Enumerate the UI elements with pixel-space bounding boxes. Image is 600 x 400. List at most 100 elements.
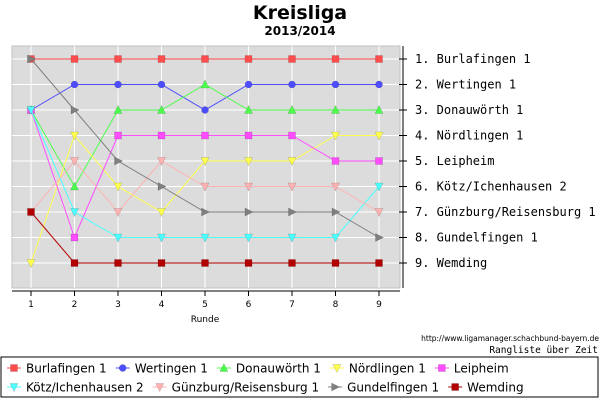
footer-url: http://www.ligamanager.schachbund-bayern… bbox=[421, 334, 599, 343]
series-wemding bbox=[27, 208, 383, 267]
legend-marker bbox=[451, 383, 459, 391]
data-point bbox=[27, 54, 37, 64]
rank-label: 7. Günzburg/Reisensburg 1 bbox=[415, 205, 596, 219]
data-point bbox=[288, 55, 296, 63]
data-point bbox=[157, 208, 166, 218]
x-tick-label: 8 bbox=[333, 300, 339, 310]
legend-label: Donauwörth 1 bbox=[236, 362, 321, 376]
data-point bbox=[201, 106, 209, 114]
data-point bbox=[331, 233, 340, 243]
data-point bbox=[331, 131, 340, 141]
series-n-rdlingen-1 bbox=[26, 131, 384, 269]
data-point bbox=[244, 80, 253, 89]
rank-label: 2. Wertingen 1 bbox=[415, 78, 516, 92]
legend-item: Donauwörth 1 bbox=[216, 362, 321, 376]
legend-marker bbox=[118, 364, 127, 372]
legend-label: Günzburg/Reisensburg 1 bbox=[172, 381, 319, 395]
rank-label: 4. Nördlingen 1 bbox=[415, 129, 523, 143]
data-point bbox=[244, 233, 253, 243]
x-tick-label: 2 bbox=[72, 300, 78, 310]
legend-marker bbox=[10, 364, 18, 372]
legend-item: Günzburg/Reisensburg 1 bbox=[152, 381, 319, 395]
data-point bbox=[287, 104, 297, 114]
data-point bbox=[157, 104, 166, 114]
data-point bbox=[244, 104, 253, 114]
rank-label: 9. Wemding bbox=[415, 256, 487, 270]
legend-label: Wemding bbox=[467, 381, 523, 395]
data-point bbox=[374, 208, 384, 218]
series-k-tz-ichenhausen-2 bbox=[26, 106, 384, 243]
data-point bbox=[113, 182, 123, 192]
data-point bbox=[157, 182, 167, 191]
footer-note: Rangliste über Zeit bbox=[489, 345, 598, 356]
data-point bbox=[114, 55, 122, 63]
data-point bbox=[287, 157, 297, 167]
data-point bbox=[288, 259, 296, 267]
x-tick-label: 4 bbox=[159, 300, 165, 310]
data-point bbox=[244, 207, 254, 217]
x-tick-label: 5 bbox=[202, 300, 208, 310]
x-axis-label: Runde bbox=[191, 315, 220, 325]
data-point bbox=[27, 208, 35, 216]
data-point bbox=[201, 207, 211, 217]
x-tick-label: 3 bbox=[115, 300, 121, 310]
data-point bbox=[375, 157, 383, 165]
x-ticks: 1 2 3 4 5 6 7 8 9 bbox=[28, 291, 382, 310]
chart-subtitle: 2013/2014 bbox=[264, 24, 335, 38]
legend-item: Wemding bbox=[448, 381, 524, 395]
data-point bbox=[70, 259, 79, 267]
data-point bbox=[113, 208, 123, 218]
legend-item: Kötz/Ichenhausen 2 bbox=[7, 381, 144, 395]
legend-label: Leipheim bbox=[454, 362, 509, 376]
data-point bbox=[200, 157, 210, 167]
rank-label: 6. Kötz/Ichenhausen 2 bbox=[415, 180, 567, 194]
data-point bbox=[114, 259, 122, 267]
data-point bbox=[374, 104, 384, 114]
data-point bbox=[201, 259, 209, 267]
data-point bbox=[331, 207, 341, 217]
legend-label: Nördlingen 1 bbox=[349, 362, 426, 376]
legend-item: Gundelfingen 1 bbox=[328, 381, 439, 395]
legend-item: Leipheim bbox=[434, 362, 509, 376]
data-point bbox=[200, 79, 210, 89]
data-point bbox=[288, 80, 296, 89]
rank-labels: 1. Burlafingen 1 2. Wertingen 1 3. Donauwö… bbox=[399, 52, 596, 270]
chart-title: Kreisliga bbox=[253, 2, 347, 24]
data-point bbox=[157, 259, 166, 267]
data-point bbox=[288, 207, 298, 217]
legend-marker bbox=[9, 383, 19, 393]
x-tick-label: 1 bbox=[28, 300, 34, 310]
data-point bbox=[113, 233, 123, 243]
series-group bbox=[26, 54, 385, 269]
data-point bbox=[70, 80, 79, 89]
legend-marker bbox=[219, 362, 229, 372]
data-point bbox=[201, 131, 209, 140]
series-leipheim bbox=[27, 106, 383, 242]
rank-label: 3. Donauwörth 1 bbox=[415, 103, 523, 117]
data-point bbox=[114, 156, 124, 166]
data-point bbox=[70, 233, 79, 242]
data-point bbox=[244, 259, 253, 267]
data-point bbox=[26, 106, 36, 116]
legend-label: Wertingen 1 bbox=[135, 362, 208, 376]
legend-marker bbox=[438, 364, 446, 372]
data-point bbox=[70, 157, 79, 167]
x-tick-label: 6 bbox=[246, 300, 252, 310]
data-point bbox=[331, 104, 340, 114]
data-point bbox=[200, 182, 210, 192]
data-point bbox=[157, 157, 166, 167]
data-point bbox=[157, 131, 166, 140]
legend-label: Burlafingen 1 bbox=[26, 362, 107, 376]
legend-item: Burlafingen 1 bbox=[7, 362, 107, 376]
data-point bbox=[157, 233, 166, 243]
data-point bbox=[375, 55, 383, 63]
legend-label: Kötz/Ichenhausen 2 bbox=[26, 381, 144, 395]
data-point bbox=[331, 259, 340, 267]
legend-label: Gundelfingen 1 bbox=[347, 381, 439, 395]
data-point bbox=[287, 233, 297, 243]
data-point bbox=[70, 131, 79, 141]
data-point bbox=[26, 259, 36, 269]
data-point bbox=[201, 55, 209, 63]
legend-marker bbox=[155, 383, 165, 393]
